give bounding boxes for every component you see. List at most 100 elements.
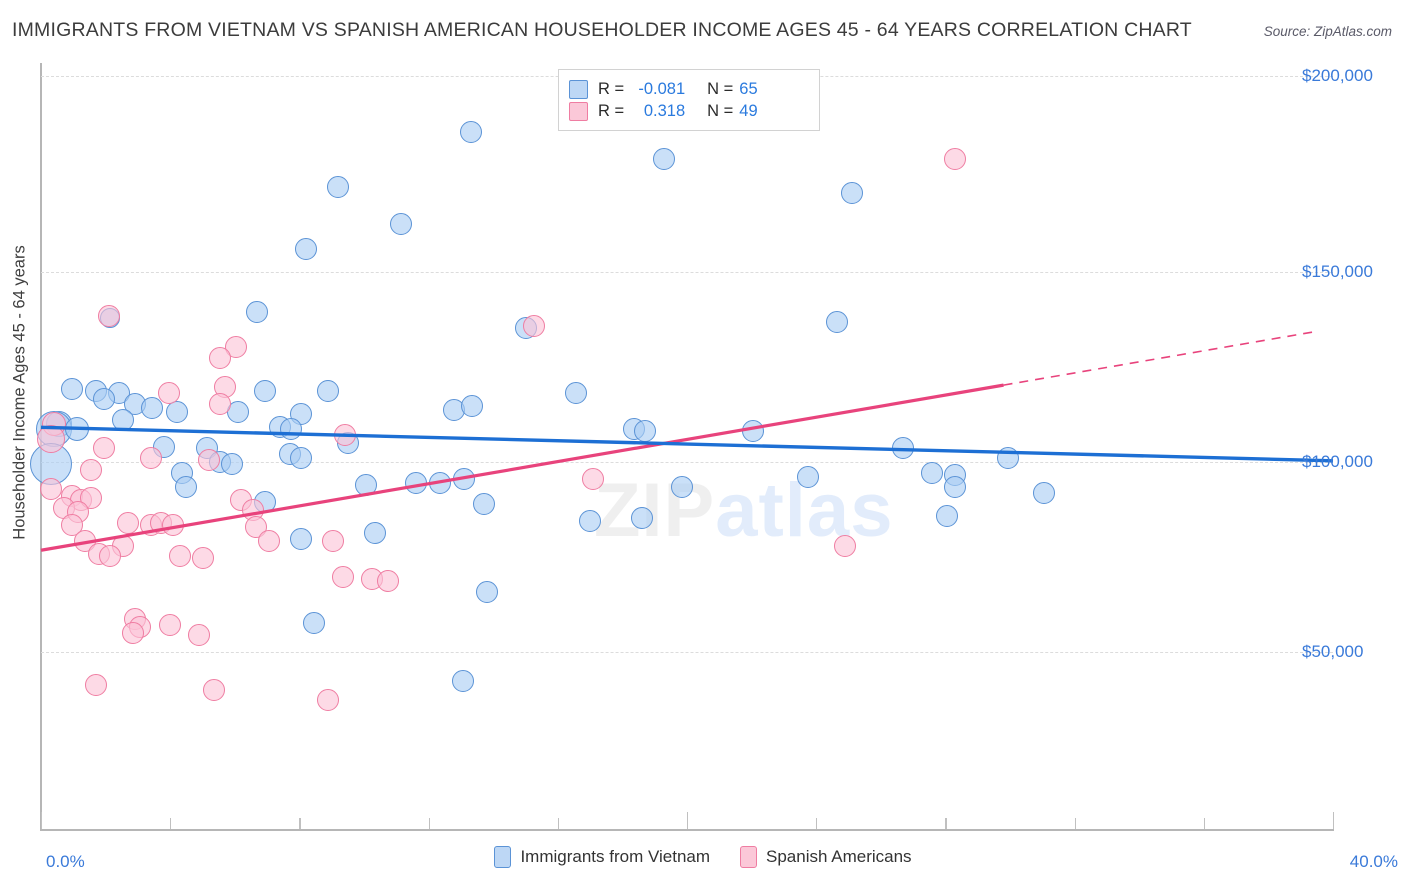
legend-item-spanish[interactable]: Spanish Americans: [740, 846, 912, 868]
x-tick-10: [1333, 812, 1335, 829]
y-tick-label-150000: $150,000: [1302, 262, 1373, 281]
scatter-point: [92, 437, 115, 460]
scatter-point: [944, 147, 967, 170]
x-axis-line: [40, 829, 1334, 831]
scatter-point: [332, 566, 354, 589]
stats-row-vietnam: R = -0.081 N = 65: [569, 79, 809, 99]
scatter-point: [944, 475, 967, 498]
r-value-vietnam: -0.081: [638, 79, 686, 98]
legend-marker-vietnam-icon: [494, 846, 512, 868]
scatter-point: [220, 452, 243, 475]
x-tick-2: [299, 818, 301, 829]
scatter-point: [302, 612, 325, 635]
legend-label-vietnam: Immigrants from Vietnam: [520, 847, 711, 866]
scatter-point: [475, 581, 498, 604]
y-axis-title: Householder Income Ages 45 - 64 years: [10, 245, 29, 540]
r-label-spanish: R =: [598, 101, 625, 120]
scatter-point: [175, 475, 198, 498]
scatter-point: [168, 545, 191, 567]
scatter-point: [165, 401, 188, 423]
scatter-point: [327, 176, 350, 199]
scatter-point: [122, 621, 145, 644]
scatter-point: [209, 393, 232, 416]
scatter-point: [840, 182, 863, 205]
scatter-point: [322, 529, 345, 552]
scatter-point: [461, 395, 484, 418]
scatter-point: [459, 120, 482, 143]
scatter-point: [84, 673, 107, 696]
n-label-vietnam: N =: [707, 79, 734, 98]
x-tick-4: [557, 818, 560, 829]
scatter-point: [141, 397, 164, 420]
x-axis-max-label: 40.0%: [1349, 852, 1398, 871]
scatter-point: [225, 335, 248, 358]
scatter-point: [653, 147, 676, 170]
scatter-point: [60, 514, 83, 537]
scatter-point: [582, 468, 605, 491]
scatter-point: [390, 212, 413, 235]
legend-label-spanish: Spanish Americans: [766, 847, 912, 866]
scatter-point: [564, 381, 587, 404]
x-tick-6: [816, 818, 818, 829]
scatter-point: [472, 493, 495, 516]
scatter-point: [159, 614, 182, 637]
scatter-point: [257, 529, 280, 552]
scatter-point: [157, 381, 180, 404]
scatter-point: [522, 314, 545, 337]
scatter-point: [202, 679, 225, 702]
y-tick-label-100000: $100,000: [1302, 452, 1373, 471]
scatter-point: [317, 379, 340, 402]
scatter-point: [97, 305, 120, 327]
x-tick-9: [1203, 818, 1206, 829]
trend-line-spanish: [40, 383, 1004, 552]
x-axis-min-label: 0.0%: [46, 852, 85, 871]
scatter-point: [797, 466, 820, 489]
scatter-point: [834, 535, 857, 558]
scatter-point: [92, 387, 115, 410]
scatter-point: [579, 510, 602, 533]
x-tick-0: [41, 812, 43, 829]
scatter-point: [921, 462, 944, 485]
correlation-stats-box: R = -0.081 N = 65 R = 0.318 N = 49: [558, 69, 820, 131]
scatter-point: [377, 569, 400, 592]
scatter-point: [936, 504, 958, 527]
n-value-spanish: 49: [739, 101, 758, 120]
scatter-point: [80, 458, 103, 481]
scatter-point: [364, 521, 387, 544]
y-tick-label-200000: $200,000: [1302, 66, 1373, 85]
scatter-point: [1032, 481, 1055, 504]
scatter-point: [139, 447, 162, 470]
trend-lines: [40, 330, 1334, 552]
scatter-point: [451, 669, 474, 692]
y-tick-label-50000: $50,000: [1302, 642, 1364, 661]
scatter-point: [254, 379, 277, 402]
trend-line-spanish-extension: [1003, 330, 1317, 386]
legend-item-vietnam[interactable]: Immigrants from Vietnam: [494, 846, 710, 868]
scatter-point: [317, 689, 340, 711]
n-label-spanish: N =: [707, 101, 734, 120]
source-label: Source: ZipAtlas.com: [1263, 24, 1392, 39]
stats-row-spanish: R = 0.318 N = 49: [569, 101, 809, 121]
gridline-50000: [41, 652, 1333, 653]
series-legend: Immigrants from Vietnam Spanish American…: [0, 846, 1406, 868]
scatter-point: [294, 237, 317, 260]
x-tick-3: [428, 818, 430, 829]
plot-area: ZIPatlas: [29, 63, 1334, 828]
r-label-vietnam: R =: [598, 79, 625, 98]
gridline-150000: [41, 272, 1333, 273]
scatter-point: [191, 546, 214, 569]
r-value-spanish: 0.318: [643, 101, 686, 120]
x-tick-1: [170, 818, 172, 829]
scatter-point: [39, 477, 62, 500]
scatter-point: [290, 527, 312, 550]
scatter-point: [197, 449, 220, 471]
scatter-point: [671, 475, 694, 498]
scatter-point: [188, 623, 211, 646]
scatter-point: [60, 377, 83, 400]
trend-line-vietnam: [40, 425, 1334, 463]
x-tick-8: [1074, 818, 1076, 829]
scatter-point: [99, 545, 122, 567]
legend-marker-spanish-icon: [740, 846, 758, 868]
legend-swatch-spanish-icon: [569, 101, 588, 121]
